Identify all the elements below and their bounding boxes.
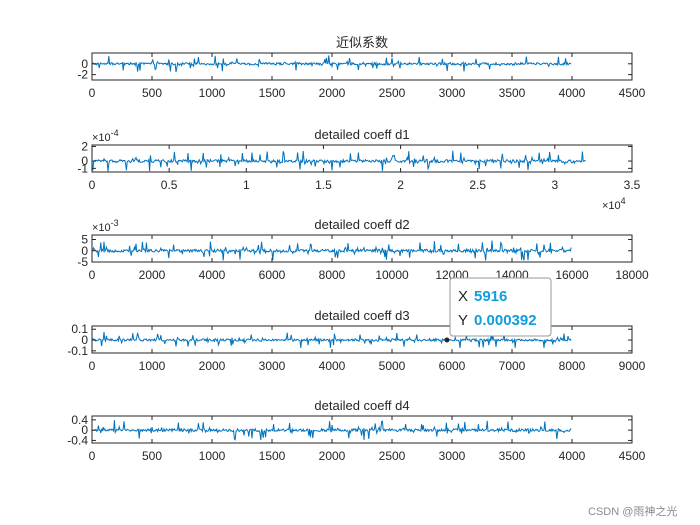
subplot-3: 0 2000 4000 6000 8000 10000 12000 14000 16000 180… <box>77 217 649 282</box>
y-tick-label: -2 <box>77 68 88 82</box>
y-tick-label: -0.1 <box>67 344 88 358</box>
x-tick-label: 4000 <box>559 449 586 463</box>
x-tick-label: 1.5 <box>315 178 332 192</box>
x-tick-label: 3 <box>552 178 559 192</box>
series-line <box>92 240 572 261</box>
watermark-text: CSDN @雨神之光 <box>588 506 678 518</box>
x-tick-label: 1 <box>243 178 250 192</box>
x-tick-label: 3500 <box>499 449 526 463</box>
x-tick-label: 4500 <box>619 86 646 100</box>
y-tick-label: 0.1 <box>71 322 88 336</box>
y-tick-label: -1 <box>77 161 88 175</box>
x-tick-label: 4000 <box>559 86 586 100</box>
x-tick-label: 3000 <box>439 449 466 463</box>
x-tick-label: 4500 <box>619 449 646 463</box>
x-tick-label: 5000 <box>379 359 406 373</box>
x-tick-label: 3.5 <box>624 178 641 192</box>
y-tick-label: 0.4 <box>71 413 88 427</box>
y-exponent-label: ×10-3 <box>92 218 119 234</box>
y-tick-label: -0.4 <box>67 433 88 447</box>
x-tick-label: 3000 <box>259 359 286 373</box>
axes-box <box>91 52 633 81</box>
x-tick-label: 500 <box>142 449 162 463</box>
datatip: X 5916 Y 0.000392 <box>449 277 552 337</box>
x-tick-label: 2500 <box>379 449 406 463</box>
x-tick-label: 0 <box>89 449 96 463</box>
subplot-title: detailed coeff d4 <box>314 398 409 413</box>
x-tick-label: 2000 <box>319 449 346 463</box>
x-tick-label: 6000 <box>439 359 466 373</box>
y-tick-label: -5 <box>77 255 88 269</box>
subplot-1: 0 500 1000 1500 2000 2500 3000 3500 4000 4500 0-2 近… <box>77 35 645 100</box>
x-tick-label: 8000 <box>319 268 346 282</box>
x-tick-label: 4000 <box>199 268 226 282</box>
y-tick-label: 0 <box>81 333 88 347</box>
x-tick-label: 2500 <box>379 86 406 100</box>
x-tick-label: 2 <box>397 178 404 192</box>
series-line <box>92 55 572 73</box>
y-tick-label: 2 <box>81 139 88 153</box>
series-line <box>92 420 572 441</box>
y-exponent-label: ×10-4 <box>92 128 119 144</box>
x-tick-label: 4000 <box>319 359 346 373</box>
datatip-x-value: 5916 <box>474 288 507 305</box>
x-tick-label: 3500 <box>499 86 526 100</box>
datatip-x-label: X <box>458 288 468 305</box>
datatip-y-value: 0.000392 <box>474 312 537 329</box>
x-tick-label: 0.5 <box>161 178 178 192</box>
x-tick-label: 18000 <box>615 268 649 282</box>
x-exponent-label: ×104 <box>602 196 626 212</box>
axes-box <box>91 144 633 173</box>
datatip-marker <box>444 337 450 343</box>
x-tick-label: 16000 <box>555 268 589 282</box>
axes-box <box>91 234 633 263</box>
y-tick-label: 0 <box>81 154 88 168</box>
x-tick-label: 1500 <box>259 449 286 463</box>
x-tick-label: 7000 <box>499 359 526 373</box>
x-tick-label: 0 <box>89 268 96 282</box>
x-tick-label: 2000 <box>319 86 346 100</box>
subplot-title: detailed coeff d3 <box>314 308 409 323</box>
y-tick-label: 5 <box>81 233 88 247</box>
x-tick-label: 0 <box>89 178 96 192</box>
x-tick-label: 8000 <box>559 359 586 373</box>
x-tick-label: 9000 <box>619 359 646 373</box>
y-tick-label: 0 <box>81 423 88 437</box>
x-tick-label: 2000 <box>139 268 166 282</box>
subplot-title: detailed coeff d2 <box>314 217 409 232</box>
subplot-title: 近似系数 <box>336 35 388 50</box>
datatip-y-label: Y <box>458 312 468 329</box>
x-tick-label: 0 <box>89 359 96 373</box>
subplot-title: detailed coeff d1 <box>314 127 409 142</box>
x-tick-label: 1000 <box>199 449 226 463</box>
subplot-5: 0 500 1000 1500 2000 2500 3000 3500 4000 45000.40… <box>67 398 645 463</box>
x-tick-label: 2.5 <box>469 178 486 192</box>
y-tick-label: 0 <box>81 57 88 71</box>
x-tick-label: 10000 <box>375 268 409 282</box>
subplot-4: 0 1000 2000 3000 4000 5000 6000 7000 8000 9000 0.1… <box>67 277 646 373</box>
x-tick-label: 500 <box>142 86 162 100</box>
x-tick-label: 6000 <box>259 268 286 282</box>
x-tick-label: 1000 <box>199 86 226 100</box>
x-tick-label: 0 <box>89 86 96 100</box>
x-tick-label: 1000 <box>139 359 166 373</box>
series-line <box>92 150 586 172</box>
x-tick-label: 1500 <box>259 86 286 100</box>
x-tick-label: 3000 <box>439 86 466 100</box>
x-tick-label: 2000 <box>199 359 226 373</box>
datatip-box <box>449 277 552 337</box>
y-tick-label: 0 <box>81 244 88 258</box>
